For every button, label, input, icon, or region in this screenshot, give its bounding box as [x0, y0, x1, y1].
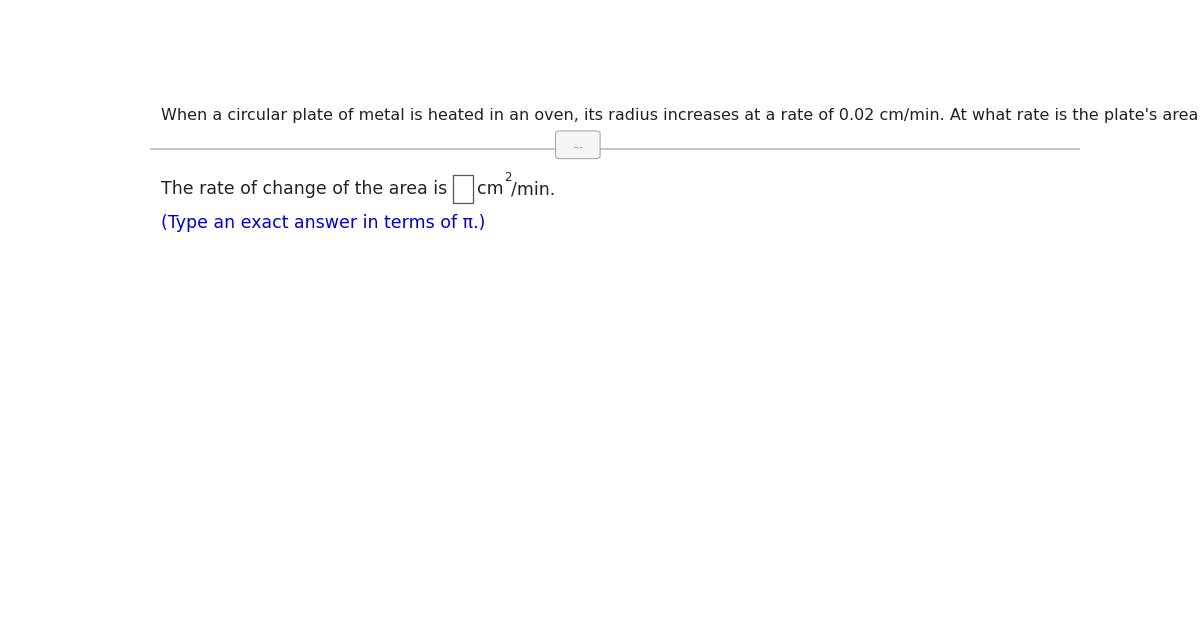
Text: The rate of change of the area is: The rate of change of the area is	[161, 180, 452, 198]
Text: When a circular plate of metal is heated in an oven, its radius increases at a r: When a circular plate of metal is heated…	[161, 108, 1200, 123]
FancyBboxPatch shape	[452, 175, 473, 203]
Text: ...: ...	[572, 140, 583, 150]
Text: 2: 2	[504, 171, 511, 184]
Text: cm: cm	[478, 180, 504, 198]
Text: (Type an exact answer in terms of π.): (Type an exact answer in terms of π.)	[161, 214, 486, 232]
Text: 2: 2	[504, 171, 511, 184]
Text: /min.: /min.	[511, 180, 556, 198]
FancyBboxPatch shape	[556, 131, 600, 159]
